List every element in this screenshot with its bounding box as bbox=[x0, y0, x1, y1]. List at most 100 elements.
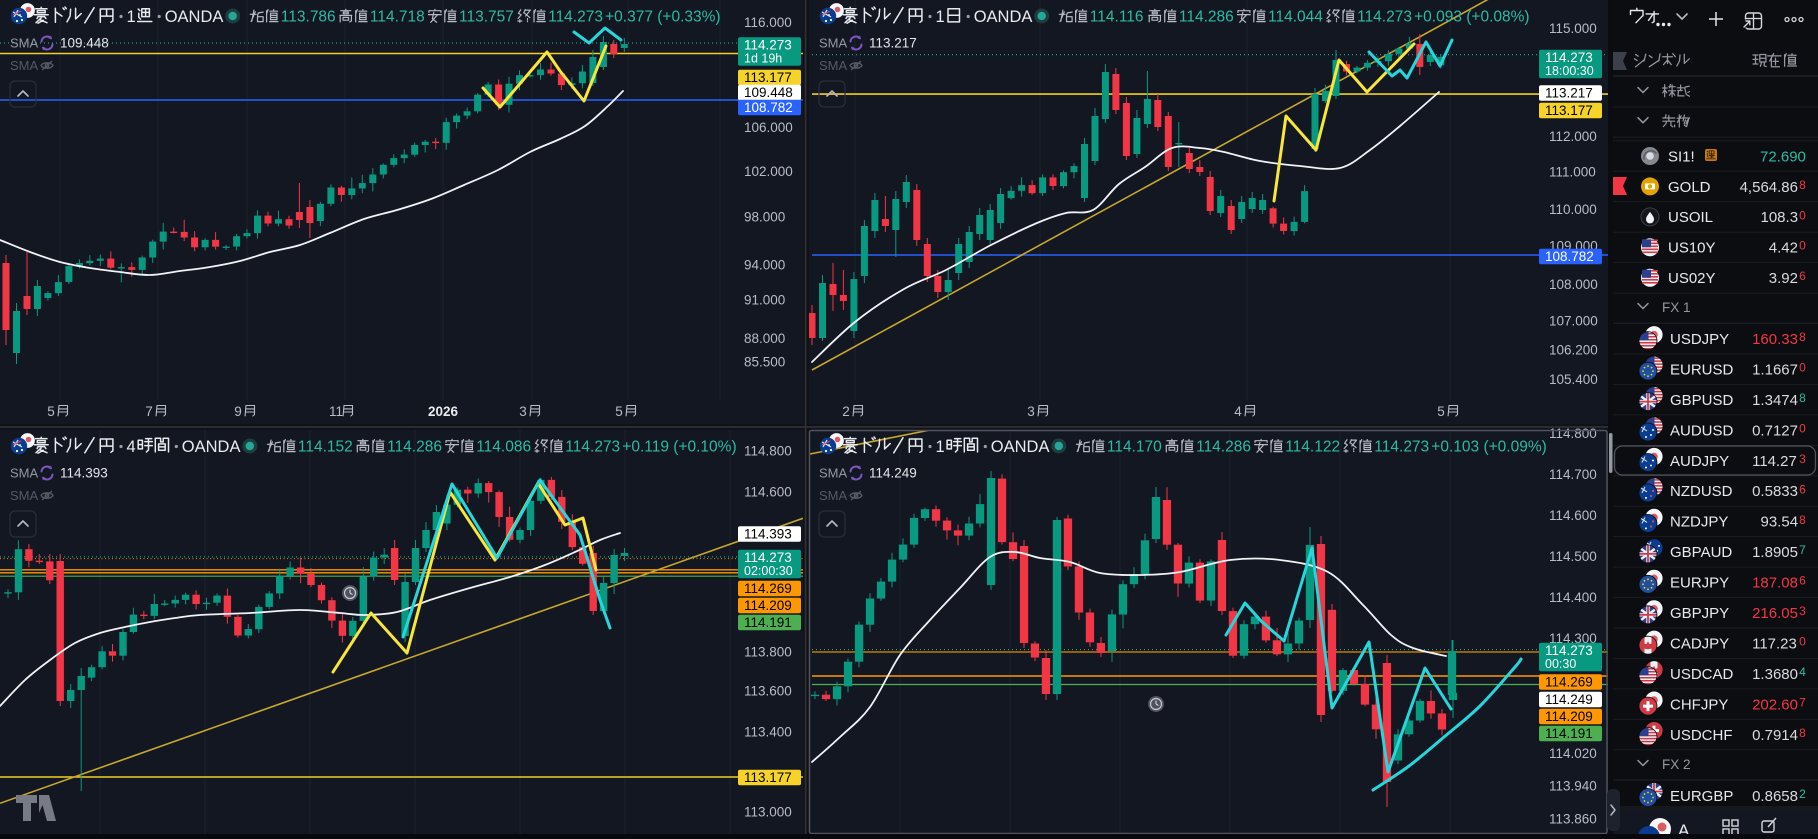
svg-text:109.448: 109.448 bbox=[60, 36, 109, 51]
svg-text:216.05: 216.05 bbox=[1752, 605, 1798, 622]
svg-text:OANDA: OANDA bbox=[974, 8, 1033, 26]
svg-text:91.000: 91.000 bbox=[744, 293, 785, 308]
svg-text:113.177: 113.177 bbox=[744, 770, 792, 785]
svg-text:114.700: 114.700 bbox=[1549, 467, 1597, 482]
svg-text:72.690: 72.690 bbox=[1760, 148, 1806, 165]
svg-text:106.200: 106.200 bbox=[1549, 343, 1598, 358]
svg-text:SMA: SMA bbox=[10, 36, 39, 51]
svg-text:GBPUSD: GBPUSD bbox=[1670, 392, 1734, 409]
svg-text:108.000: 108.000 bbox=[1549, 277, 1598, 292]
svg-text:0.7127: 0.7127 bbox=[1752, 422, 1798, 439]
svg-text:114.273: 114.273 bbox=[1545, 643, 1593, 658]
svg-text:1d 19h: 1d 19h bbox=[744, 52, 782, 66]
svg-text:3: 3 bbox=[1027, 404, 1035, 419]
svg-text:114.020: 114.020 bbox=[1549, 746, 1597, 761]
svg-text:8: 8 bbox=[1799, 178, 1806, 192]
svg-text:OANDA: OANDA bbox=[165, 8, 224, 26]
svg-text:3: 3 bbox=[1799, 604, 1806, 618]
svg-text:18:00:30: 18:00:30 bbox=[1545, 64, 1594, 78]
svg-text:94.000: 94.000 bbox=[744, 258, 785, 273]
svg-text:114.800: 114.800 bbox=[744, 444, 792, 459]
svg-text:114.600: 114.600 bbox=[744, 485, 792, 500]
svg-text:1: 1 bbox=[936, 8, 945, 26]
svg-text:A: A bbox=[1678, 821, 1690, 834]
svg-text:EURUSD: EURUSD bbox=[1670, 361, 1734, 378]
svg-text:114.152: 114.152 bbox=[298, 439, 353, 456]
svg-text:1.3680: 1.3680 bbox=[1752, 666, 1798, 683]
svg-text:02:00:30: 02:00:30 bbox=[744, 564, 793, 578]
svg-text:US02Y: US02Y bbox=[1668, 270, 1716, 287]
svg-text:1: 1 bbox=[936, 438, 945, 456]
svg-text:CHFJPY: CHFJPY bbox=[1670, 696, 1728, 713]
svg-text:7: 7 bbox=[145, 404, 153, 419]
svg-text:00:30: 00:30 bbox=[1545, 657, 1576, 671]
svg-text:114.191: 114.191 bbox=[1545, 726, 1593, 741]
svg-text:113.400: 113.400 bbox=[744, 725, 792, 740]
svg-text:106.000: 106.000 bbox=[744, 120, 793, 135]
svg-text:160.33: 160.33 bbox=[1752, 331, 1798, 348]
svg-text:114.086: 114.086 bbox=[476, 439, 531, 456]
svg-text:5: 5 bbox=[615, 404, 623, 419]
svg-text:107.000: 107.000 bbox=[1549, 313, 1598, 328]
svg-text:202.60: 202.60 bbox=[1752, 696, 1798, 713]
svg-text:116.000: 116.000 bbox=[744, 15, 792, 30]
svg-text:SMA: SMA bbox=[10, 466, 39, 481]
svg-text:0: 0 bbox=[1799, 239, 1806, 253]
svg-text:113.800: 113.800 bbox=[744, 645, 792, 660]
svg-text:114.122: 114.122 bbox=[1285, 439, 1340, 456]
svg-text:113.177: 113.177 bbox=[1545, 103, 1593, 118]
svg-text:102.000: 102.000 bbox=[744, 164, 793, 179]
svg-text:1.1667: 1.1667 bbox=[1752, 361, 1798, 378]
svg-text:113.940: 113.940 bbox=[1549, 779, 1597, 794]
svg-text:5: 5 bbox=[1437, 404, 1445, 419]
svg-text:USDJPY: USDJPY bbox=[1670, 331, 1729, 348]
svg-text:+0.119 (+0.10%): +0.119 (+0.10%) bbox=[622, 439, 736, 456]
svg-text:114.27: 114.27 bbox=[1752, 453, 1797, 470]
svg-text:AUDUSD: AUDUSD bbox=[1670, 422, 1734, 439]
svg-text:110.000: 110.000 bbox=[1549, 202, 1597, 217]
svg-text:114.300: 114.300 bbox=[1549, 631, 1597, 646]
svg-text:0.8658: 0.8658 bbox=[1752, 788, 1798, 805]
svg-text:114.249: 114.249 bbox=[869, 466, 917, 481]
svg-text:SMA: SMA bbox=[10, 58, 39, 73]
svg-text:114.249: 114.249 bbox=[1545, 692, 1593, 707]
svg-text:114.269: 114.269 bbox=[1545, 675, 1593, 690]
svg-text:1.8905: 1.8905 bbox=[1752, 544, 1798, 561]
svg-text:+0.093 (+0.08%): +0.093 (+0.08%) bbox=[1414, 9, 1529, 26]
svg-text:0: 0 bbox=[1799, 635, 1806, 649]
svg-text:112.000: 112.000 bbox=[1549, 129, 1597, 144]
svg-text:7: 7 bbox=[1799, 543, 1806, 557]
svg-text:6: 6 bbox=[1799, 482, 1806, 496]
svg-text:SMA: SMA bbox=[10, 488, 39, 503]
svg-text:3.92: 3.92 bbox=[1769, 270, 1798, 287]
svg-text:SMA: SMA bbox=[819, 466, 848, 481]
svg-text:114.273: 114.273 bbox=[548, 9, 603, 26]
svg-text:114.286: 114.286 bbox=[1196, 439, 1251, 456]
svg-text:114.718: 114.718 bbox=[370, 9, 425, 26]
svg-text:114.209: 114.209 bbox=[1545, 709, 1593, 724]
svg-text:8: 8 bbox=[1799, 391, 1806, 405]
svg-text:114.209: 114.209 bbox=[744, 598, 792, 613]
svg-text:113.000: 113.000 bbox=[744, 805, 792, 820]
svg-text:108.782: 108.782 bbox=[1545, 249, 1594, 264]
svg-text:0.5833: 0.5833 bbox=[1752, 483, 1798, 500]
svg-text:SMA: SMA bbox=[819, 488, 848, 503]
svg-text:SMA: SMA bbox=[819, 58, 848, 73]
svg-text:EURJPY: EURJPY bbox=[1670, 575, 1729, 592]
svg-text:0: 0 bbox=[1799, 361, 1806, 375]
svg-text:6: 6 bbox=[1799, 269, 1806, 283]
svg-text:GBPAUD: GBPAUD bbox=[1670, 544, 1732, 561]
svg-text:6: 6 bbox=[1799, 574, 1806, 588]
svg-text:8: 8 bbox=[1799, 726, 1806, 740]
svg-text:113.217: 113.217 bbox=[869, 36, 917, 51]
svg-text:114.286: 114.286 bbox=[1179, 9, 1234, 26]
svg-text:114.600: 114.600 bbox=[1549, 508, 1597, 523]
svg-text:115.000: 115.000 bbox=[1549, 21, 1597, 36]
svg-text:3: 3 bbox=[1799, 452, 1806, 466]
svg-text:4: 4 bbox=[127, 438, 136, 456]
svg-text:NZDUSD: NZDUSD bbox=[1670, 483, 1733, 500]
svg-text:FX 2: FX 2 bbox=[1662, 757, 1691, 772]
svg-text:USDCAD: USDCAD bbox=[1670, 666, 1734, 683]
svg-text:114.269: 114.269 bbox=[744, 581, 792, 596]
svg-text:187.08: 187.08 bbox=[1752, 575, 1798, 592]
